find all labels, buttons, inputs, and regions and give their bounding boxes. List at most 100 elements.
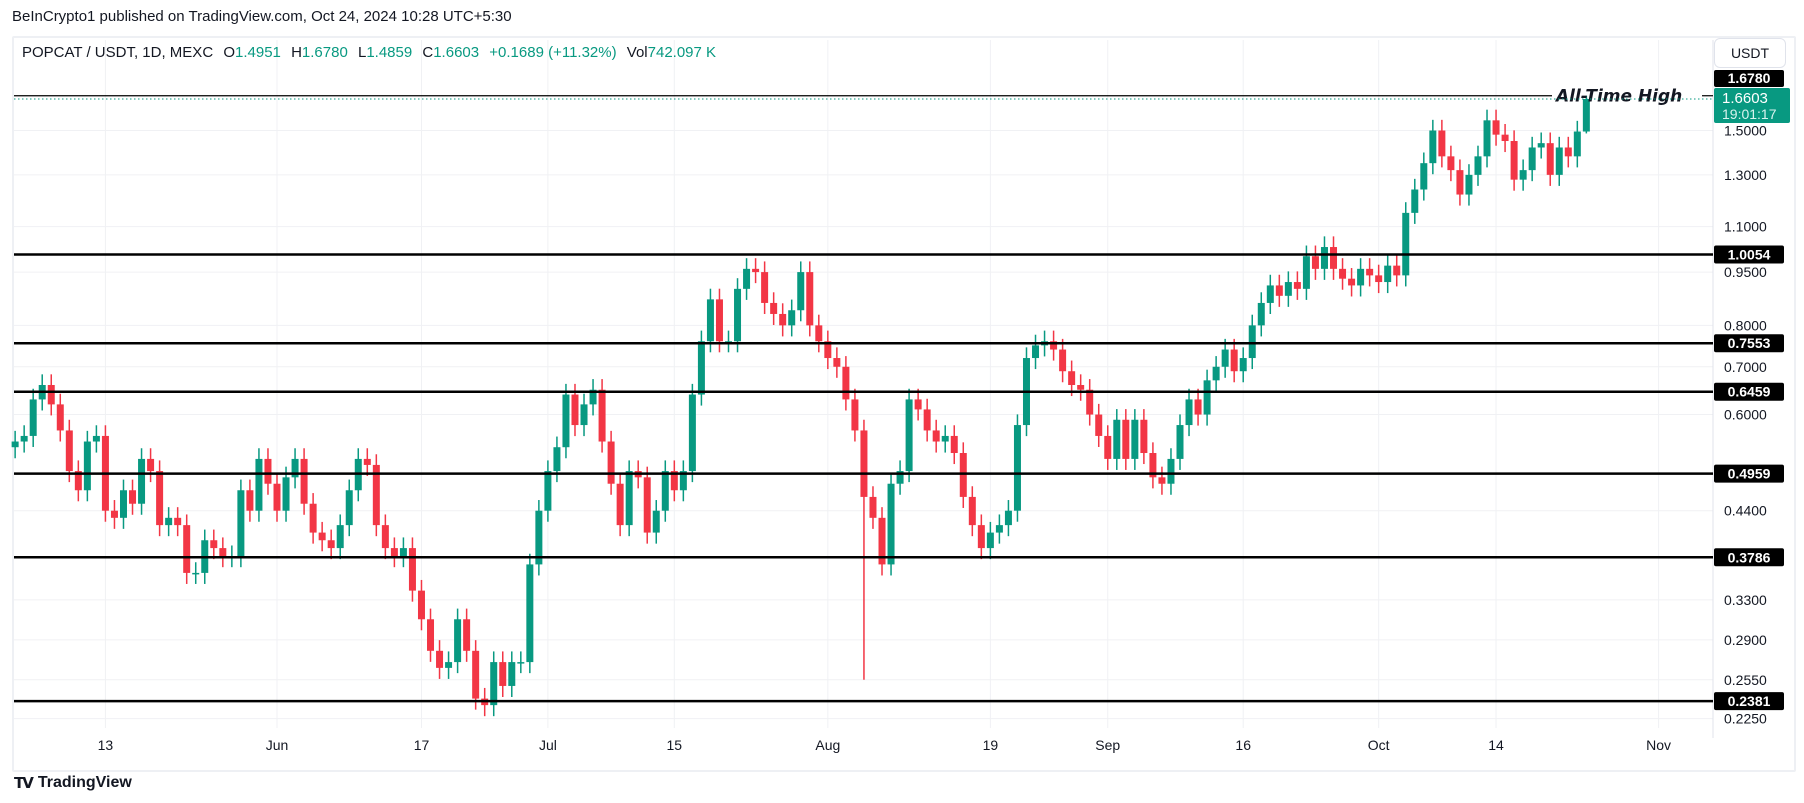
candle-body	[679, 471, 687, 491]
candle-body	[264, 458, 272, 484]
candle-body	[878, 517, 886, 565]
candle-body	[74, 471, 82, 491]
candle-body	[869, 496, 877, 518]
candle-body	[318, 532, 326, 541]
last-price-label: 1.6603	[1722, 90, 1768, 107]
candle-body	[797, 272, 805, 311]
candle-body	[1004, 510, 1012, 526]
candle-body	[779, 313, 787, 326]
level-price-label: 0.4959	[1728, 466, 1771, 482]
candle-body	[390, 548, 398, 557]
candle-body	[941, 435, 949, 442]
candle-body	[1122, 419, 1130, 459]
candle-body	[1474, 156, 1482, 175]
candle-body	[273, 483, 281, 511]
candle-body	[174, 517, 182, 526]
y-tick-label: 0.3300	[1724, 592, 1767, 608]
candle-body	[887, 483, 895, 565]
high-value: 1.6780	[301, 44, 348, 61]
candle-body	[1032, 345, 1040, 359]
candle-body	[192, 572, 200, 575]
candle-body	[300, 458, 308, 504]
candle-body	[770, 302, 778, 314]
candle-body	[1348, 278, 1356, 286]
candle-body	[445, 662, 453, 668]
x-tick-label: Oct	[1368, 737, 1390, 753]
candle-body	[372, 464, 380, 526]
candle-body	[1266, 285, 1274, 303]
candle-body	[29, 399, 37, 436]
y-tick-label: 0.2250	[1724, 711, 1767, 727]
candle-body	[914, 399, 922, 410]
bar-countdown-label: 19:01:17	[1722, 106, 1777, 122]
candle-body	[1185, 399, 1193, 426]
candle-body	[165, 517, 173, 526]
candle-body	[436, 650, 444, 668]
level-price-tag	[1714, 464, 1784, 483]
candle-body	[399, 548, 407, 557]
candle-body	[986, 532, 994, 549]
candle-body	[291, 458, 299, 478]
low-value: 1.4859	[366, 44, 413, 61]
candle-body	[1275, 285, 1283, 296]
candle-body	[11, 441, 19, 448]
candle-body	[1447, 156, 1455, 171]
open-label: O	[223, 44, 235, 61]
candle-body	[607, 441, 615, 484]
volume-value: 742.097 K	[647, 44, 717, 61]
candle-body	[499, 662, 507, 686]
y-tick-label: 0.9500	[1724, 264, 1767, 280]
candle-body	[589, 389, 597, 405]
candle-body	[517, 662, 525, 664]
symbol-label[interactable]: POPCAT / USDT, 1D, MEXC	[22, 44, 214, 61]
candle-body	[1013, 425, 1021, 511]
candle-body	[1492, 120, 1500, 135]
tradingview-logo-icon: 𝗧𝗩	[14, 775, 34, 792]
x-tick-label: Jun	[266, 737, 289, 753]
candle-body	[553, 447, 561, 472]
x-tick-label: Nov	[1646, 737, 1671, 753]
candle-body	[1176, 425, 1184, 459]
x-tick-label: 19	[983, 737, 999, 753]
y-tick-label: 0.6000	[1724, 407, 1767, 423]
candle-body	[309, 503, 317, 533]
candle-body	[138, 458, 146, 504]
level-price-label: 0.2381	[1728, 693, 1771, 709]
candle-body	[562, 394, 570, 448]
level-price-tag	[1714, 548, 1784, 567]
candle-body	[1357, 268, 1365, 286]
candle-body	[1302, 256, 1310, 289]
candle-body	[147, 458, 155, 472]
candle-body	[237, 490, 245, 557]
candle-body	[381, 525, 389, 549]
low-label: L	[357, 44, 367, 61]
level-price-label: 0.6459	[1728, 384, 1771, 400]
candle-body	[210, 540, 218, 549]
candle-body	[1582, 99, 1590, 132]
candle-body	[1104, 435, 1112, 459]
x-tick-label: Sep	[1095, 737, 1120, 753]
candle-body	[156, 471, 164, 526]
candle-body	[752, 268, 760, 273]
x-tick-label: 17	[414, 737, 430, 753]
candle-body	[1393, 265, 1401, 276]
candle-body	[815, 325, 823, 342]
candle-body	[544, 471, 552, 511]
currency-unit-button[interactable]: USDT	[1714, 38, 1786, 68]
candle-body	[1573, 131, 1581, 157]
candle-body	[282, 477, 290, 511]
candle-body	[1339, 268, 1347, 279]
candle-body	[535, 510, 543, 565]
y-tick-label: 1.5000	[1724, 123, 1767, 139]
candle-body	[47, 385, 55, 405]
level-price-label: 0.7553	[1728, 335, 1771, 351]
candle-body	[408, 548, 416, 591]
candle-body	[1555, 147, 1563, 175]
y-tick-label: 0.2550	[1724, 672, 1767, 688]
volume-label: Vol	[626, 44, 648, 61]
ath-label: All-Time High	[1554, 87, 1682, 107]
candle-body	[743, 268, 751, 289]
candle-body	[1140, 419, 1148, 454]
candle-body	[761, 272, 769, 303]
